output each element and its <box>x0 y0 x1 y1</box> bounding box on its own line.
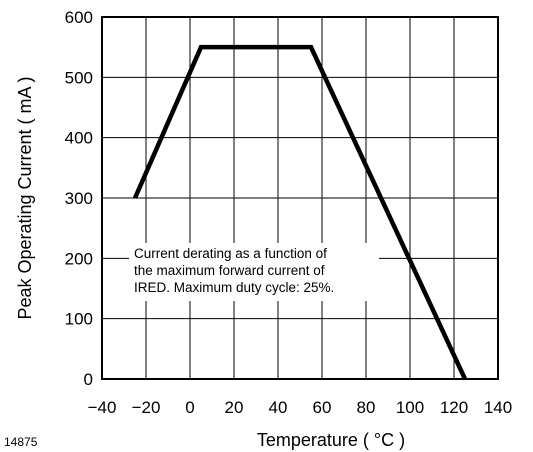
x-axis-title: Temperature ( °C ) <box>257 430 405 450</box>
y-tick-label: 0 <box>84 370 93 389</box>
x-tick-label: 20 <box>225 398 244 417</box>
chart-series <box>132 44 468 380</box>
y-axis-ticks: 0 100 200 300 400 500 600 <box>65 8 93 389</box>
y-tick-label: 600 <box>65 8 93 27</box>
y-axis-title: Peak Operating Current ( mA ) <box>15 76 35 319</box>
x-tick-label: 60 <box>313 398 332 417</box>
x-tick-label: 80 <box>357 398 376 417</box>
y-tick-label: 100 <box>65 310 93 329</box>
annotation-background <box>129 243 379 301</box>
annotation-line: Current derating as a function of <box>134 246 327 261</box>
y-tick-label: 300 <box>65 189 93 208</box>
chart-grid <box>102 17 498 379</box>
x-tick-label: −40 <box>88 398 117 417</box>
x-tick-label: 120 <box>440 398 468 417</box>
plot-frame <box>101 16 499 380</box>
annotation-line: the maximum forward current of <box>134 263 325 278</box>
x-axis-ticks: −40 −20 0 20 40 60 80 100 120 140 <box>88 398 513 417</box>
series-line <box>132 44 468 380</box>
y-tick-label: 500 <box>65 68 93 87</box>
x-tick-label: 100 <box>396 398 424 417</box>
x-tick-label: 140 <box>484 398 512 417</box>
x-tick-label: −20 <box>132 398 161 417</box>
annotation-line: IRED. Maximum duty cycle: 25%. <box>134 280 334 295</box>
figure-id: 14875 <box>4 435 38 449</box>
x-tick-label: 0 <box>185 398 194 417</box>
x-tick-label: 40 <box>269 398 288 417</box>
y-tick-label: 200 <box>65 249 93 268</box>
annotation: Current derating as a function of the max… <box>134 246 334 295</box>
y-tick-label: 400 <box>65 129 93 148</box>
